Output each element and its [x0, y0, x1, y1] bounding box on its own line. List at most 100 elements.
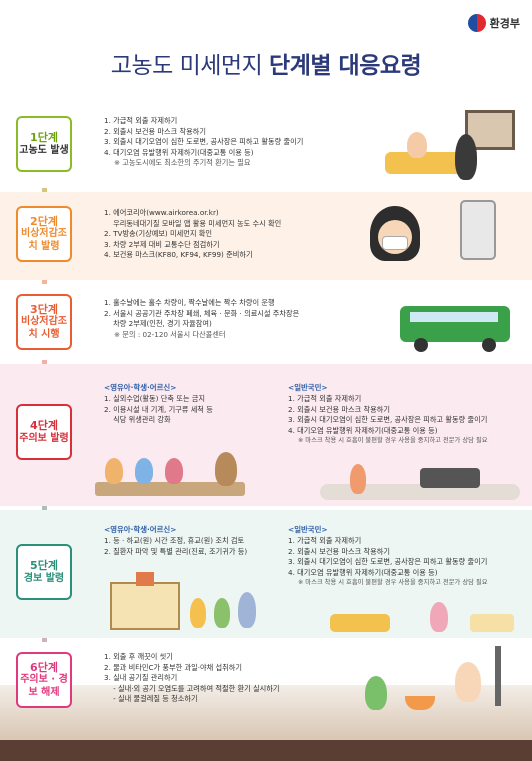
list-item: 4. 대기오염 유발행위 자제하기(대중교통 이용 등) [104, 147, 254, 157]
stage-2: 2단계 비상저감조치 발령 1. 에어코리아(www.airkorea.or.k… [0, 192, 532, 280]
list-item: 4. 대기오염 유발행위 자제하기(대중교통 이용 등) [288, 567, 438, 577]
stage-badge: 3단계 비상저감조치 시행 [16, 294, 72, 350]
truck-icon [420, 468, 480, 488]
stage-1: 1단계 고농도 발생 1. 가급적 외출 자제하기 2. 외출시 보건용 마스크… [0, 100, 532, 188]
list-item: 2. TV방송(기상예보) 미세먼지 확인 [104, 229, 212, 238]
child-icon [214, 598, 230, 628]
stage-step: 5단계 [30, 558, 58, 572]
pedestrian-icon [350, 464, 366, 494]
student-icon [165, 458, 183, 484]
list-item: 2. 외출시 보건용 마스크 착용하기 [288, 546, 390, 556]
desk-icon [95, 482, 245, 496]
left-items: 1. 등 · 하교(원) 시간 조정, 휴교(원) 조치 검토 2. 질환자 파… [104, 536, 284, 557]
person-icon [430, 602, 448, 632]
phone-icon [460, 200, 496, 260]
stage-background [0, 192, 532, 280]
list-item: 1. 등 · 하교(원) 시간 조정, 휴교(원) 조치 검토 [104, 536, 245, 545]
mask-icon [382, 236, 408, 250]
list-item: 1. 홀수날에는 홀수 차량이, 짝수날에는 짝수 차량이 운행 [104, 298, 275, 307]
list-item: 2. 질환자 파악 및 특별 관리(진료, 조기귀가 등) [104, 546, 248, 556]
classroom-illustration [95, 452, 255, 502]
stage-step: 1단계 [30, 130, 58, 144]
child-icon [190, 598, 206, 628]
right-items: 1. 가급적 외출 자제하기 2. 외출시 보건용 마스크 착용하기 3. 외출… [288, 394, 526, 447]
list-item: 1. 외출 후 깨끗이 씻기 [104, 652, 173, 661]
stage-badge: 4단계 주의보 발령 [16, 404, 72, 460]
page-title: 고농도 미세먼지 단계별 대응요령 [0, 46, 532, 80]
shower-icon [495, 646, 501, 706]
left-subtitle: <영유아·학생·어르신> [104, 525, 177, 534]
stage-badge: 5단계 경보 발령 [16, 544, 72, 600]
list-item: 우리동네대기질 모바일 앱 활용 미세먼지 농도 수시 확인 [104, 218, 282, 228]
page-header: 환경부 고농도 미세먼지 단계별 대응요령 [0, 0, 532, 90]
stage-note: ※ 마스크 착용 시 호흡이 불편할 경우 사용을 중지하고 전문가 상담 필요 [298, 437, 488, 444]
child-eating-icon [365, 676, 387, 710]
sofa-icon [385, 152, 465, 174]
stage-note: ※ 문의 : 02-120 서울시 다산콜센터 [114, 329, 226, 339]
right-items: 1. 가급적 외출 자제하기 2. 외출시 보건용 마스크 착용하기 3. 외출… [288, 536, 526, 589]
list-item: 1. 가급적 외출 자제하기 [288, 536, 362, 545]
left-items: 1. 실외수업(활동) 단축 또는 금지 2. 이용시설 내 기계, 기구류 세… [104, 394, 274, 426]
list-item: - 실내 물걸레질 등 청소하기 [104, 694, 198, 703]
washing-illustration [345, 646, 525, 726]
title-bold: 단계별 대응요령 [269, 53, 422, 79]
stage-items: 1. 홀수날에는 홀수 차량이, 짝수날에는 짝수 차량이 운행 2. 서울시 … [104, 298, 404, 340]
stage-step: 3단계 [30, 302, 58, 316]
list-item: 1. 실외수업(활동) 단축 또는 금지 [104, 394, 205, 403]
bus-illustration [400, 298, 520, 353]
stage-5: 5단계 경보 발령 <영유아·학생·어르신> 1. 등 · 하교(원) 시간 조… [0, 510, 532, 638]
right-subtitle: <일반국민> [288, 525, 328, 534]
stage-note: ※ 고농도시에도 최소한의 주기적 환기는 필요 [114, 158, 251, 167]
indoor-family-illustration [385, 110, 525, 185]
footer-strip [0, 740, 532, 761]
mask-phone-illustration [360, 200, 510, 275]
adult-icon [455, 134, 477, 180]
stage-step: 2단계 [30, 214, 58, 228]
left-subtitle: <영유아·학생·어르신> [104, 383, 177, 392]
stage-name: 주의보 발령 [19, 432, 69, 444]
stage-badge: 2단계 비상저감조치 발령 [16, 206, 72, 262]
stage-items: 1. 외출 후 깨끗이 씻기 2. 물과 비타민C가 풍부한 과일·야채 섭취하… [104, 652, 334, 705]
list-item: 3. 외출시 대기오염이 심한 도로변, 공사장은 피하고 활동량 줄이기 [288, 557, 488, 566]
stage-items: 1. 가급적 외출 자제하기 2. 외출시 보건용 마스크 착용하기 3. 외출… [104, 116, 384, 169]
list-item: 2. 외출시 보건용 마스크 착용하기 [288, 404, 390, 414]
elder-icon [238, 592, 256, 628]
sofa-icon [330, 614, 390, 632]
stage-6: 6단계 주의보 · 경보 해제 1. 외출 후 깨끗이 씻기 2. 물과 비타민… [0, 642, 532, 740]
stage-name: 경보 발령 [23, 572, 65, 584]
stage-step: 6단계 [30, 660, 58, 674]
stage-items: 1. 에어코리아(www.airkorea.or.kr) 우리동네대기질 모바일… [104, 208, 374, 261]
title-normal: 고농도 미세먼지 [110, 53, 270, 79]
list-item: 4. 대기오염 유발행위 자제하기(대중교통 이용 등) [288, 425, 438, 435]
list-item: 2. 서울시 공공기관 주차장 폐쇄, 체육 · 문화 · 의료시설 주차장은 [104, 308, 300, 318]
stage-4: 4단계 주의보 발령 <영유아·학생·어르신> 1. 실외수업(활동) 단축 또… [0, 364, 532, 506]
bed-icon [470, 614, 514, 632]
ground-background [0, 685, 532, 740]
school-building-icon [110, 582, 180, 630]
list-item: 1. 에어코리아(www.airkorea.or.kr) [104, 208, 219, 217]
home-rest-illustration [330, 600, 520, 636]
stage-name: 고농도 발생 [19, 144, 69, 156]
child-icon [407, 132, 427, 158]
list-item: 3. 차량 2부제 대비 교통수단 점검하기 [104, 239, 220, 249]
stage-badge: 6단계 주의보 · 경보 해제 [16, 652, 72, 708]
list-item: 3. 실내 공기질 관리하기 [104, 673, 178, 682]
stage-name: 주의보 · 경보 해제 [20, 674, 68, 698]
fruit-bowl-icon [405, 696, 435, 710]
list-item: 2. 이용시설 내 기계, 기구류 세척 등 [104, 404, 213, 414]
teacher-icon [215, 452, 237, 486]
street-illustration [320, 464, 520, 504]
taegeuk-icon [467, 14, 486, 32]
stage-note: ※ 마스크 착용 시 호흡이 불편할 경우 사용을 중지하고 전문가 상담 필요 [298, 579, 488, 586]
list-item: 2. 외출시 보건용 마스크 착용하기 [104, 126, 206, 136]
road-icon [320, 484, 520, 500]
student-icon [135, 458, 153, 484]
child-bathing-icon [455, 662, 481, 702]
school-illustration [110, 572, 260, 634]
stage-badge: 1단계 고농도 발생 [16, 116, 72, 172]
bus-windows-icon [410, 312, 498, 322]
stage-step: 4단계 [30, 418, 58, 432]
stage-3: 3단계 비상저감조치 시행 1. 홀수날에는 홀수 차량이, 짝수날에는 짝수 … [0, 284, 532, 360]
list-item: 4. 보건용 마스크(KF80, KF94, KF99) 준비하기 [104, 250, 253, 259]
school-roof-icon [136, 572, 154, 586]
